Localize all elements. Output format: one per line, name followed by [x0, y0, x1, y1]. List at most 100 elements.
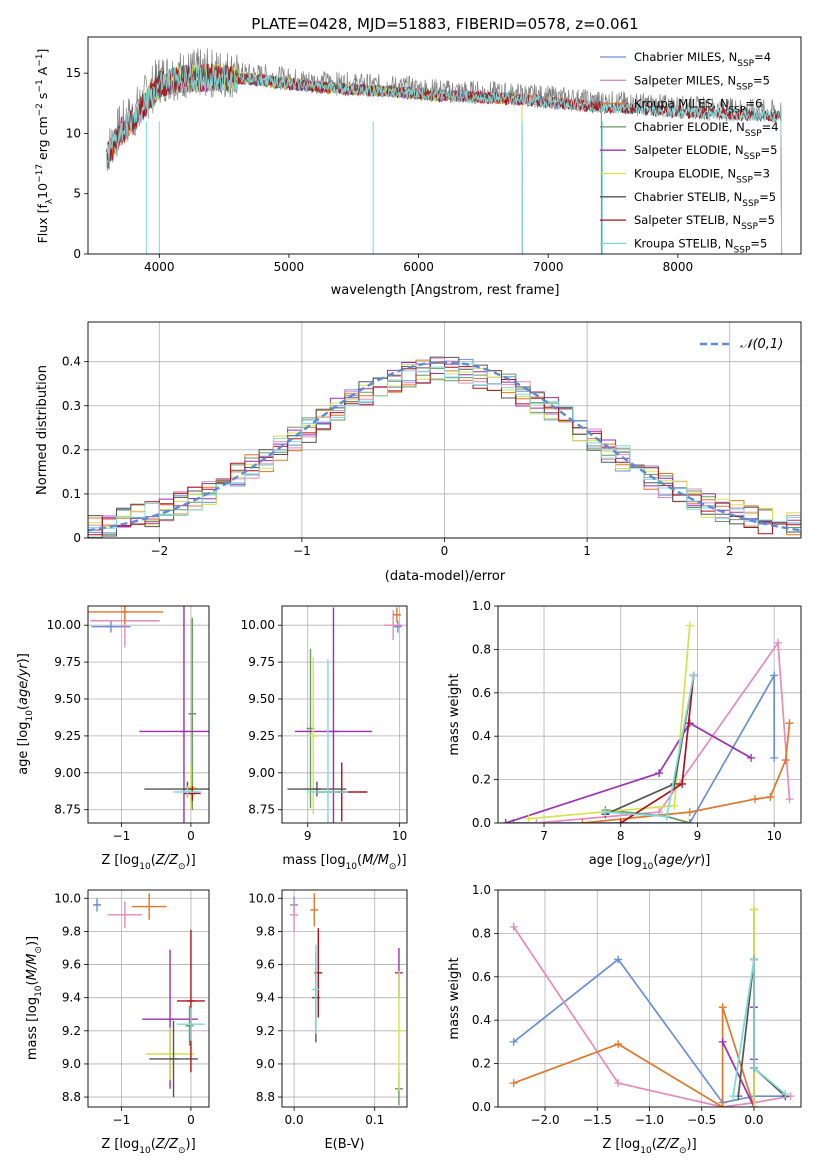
- label-part: Z/Z: [155, 853, 179, 868]
- y-tick-label: 0.6: [472, 970, 491, 984]
- y-tick-label: 9.8: [256, 924, 275, 938]
- weight-line: [513, 672, 776, 823]
- y-tick-label: 0.8: [472, 926, 491, 940]
- y-tick-label: 0.8: [472, 642, 491, 656]
- label-part: )]: [700, 853, 710, 868]
- label-part: Kroupa MILES, N: [634, 97, 729, 111]
- y-tick-label: 0: [73, 247, 81, 261]
- label-part: ]: [35, 49, 50, 54]
- weight-marker: [532, 819, 541, 823]
- y-tick-label: 0.0: [472, 816, 491, 830]
- weight-marker: [749, 1063, 758, 1072]
- y-tick-label: 0.2: [472, 1057, 491, 1071]
- y-tick-label: 9.0: [256, 1057, 275, 1071]
- x-tick-label: −1.5: [583, 1113, 612, 1127]
- label-part: 10: [34, 985, 44, 997]
- label-part: Chabrier STELIB, N: [634, 190, 742, 204]
- weight-marker: [614, 1040, 623, 1049]
- label-part: Kroupa STELIB, N: [634, 236, 734, 250]
- weight-marker: [766, 792, 775, 801]
- x-tick-label: 10: [767, 829, 782, 843]
- label-part: −1: [35, 54, 45, 67]
- label-part: (: [652, 1137, 657, 1152]
- y-tick-label: 0.4: [62, 355, 81, 369]
- label-part: )]: [25, 936, 40, 946]
- x-tick-label: 0.0: [744, 1113, 763, 1127]
- label-part: (: [357, 853, 362, 868]
- y-tick-label: 8.8: [62, 1090, 81, 1104]
- weight-marker: [614, 955, 623, 964]
- x-tick-label: 2: [726, 544, 734, 558]
- weight-marker: [524, 814, 533, 823]
- y-tick-label: 10: [66, 126, 81, 140]
- weight-marker: [747, 753, 756, 762]
- x-tick-label: −1: [113, 829, 131, 843]
- label-part: ⊙: [178, 1146, 186, 1156]
- weight-marker: [781, 1089, 790, 1098]
- panel-mass_vs_Z: −1 08.89.09.29.49.69.810.0Z [log10(Z/Z⊙)]…: [25, 889, 210, 1156]
- x-tick-label: −2: [150, 544, 168, 558]
- label-part: 10: [139, 1146, 151, 1156]
- plot-area-age_vs_mass: [287, 607, 403, 823]
- y-axis-label: mass [log10(M/M⊙)]: [25, 936, 44, 1060]
- y-tick-label: 5: [73, 187, 81, 201]
- label-part: −17: [35, 164, 45, 183]
- label-part: −2: [35, 103, 45, 116]
- label-part: )]: [396, 853, 406, 868]
- x-tick-label: 8000: [663, 260, 694, 274]
- y-tick-label: 10.00: [47, 618, 81, 632]
- label-part: SSP: [745, 129, 762, 139]
- plot-area-spectrum: [105, 48, 783, 254]
- label-part: )]: [16, 653, 31, 663]
- plot-area-mass_vs_EBV: [290, 893, 403, 1106]
- weight-marker: [578, 819, 587, 823]
- y-tick-label: 0.1: [62, 487, 81, 501]
- weight-line: [732, 959, 786, 1097]
- label-part: Z [log: [602, 1137, 640, 1152]
- axes-frame: [281, 605, 408, 824]
- label-part: 10: [640, 1146, 652, 1156]
- y-tick-label: 8.75: [248, 803, 275, 817]
- legend-entry: Chabrier STELIB, NSSP=5: [634, 190, 776, 209]
- x-axis-label: E(B-V): [324, 1137, 364, 1152]
- x-tick-label: 0: [187, 1113, 195, 1127]
- weight-marker: [770, 671, 779, 680]
- x-tick-label: 10: [392, 829, 407, 843]
- label-part: SSP: [741, 222, 758, 232]
- label-part: M/M: [362, 853, 389, 868]
- y-tick-label: 0: [73, 531, 81, 545]
- y-tick-label: 0.0: [472, 1100, 491, 1114]
- x-tick-label: −1: [293, 544, 311, 558]
- y-tick-label: 9.25: [248, 729, 275, 743]
- label-part: mass [log: [282, 853, 345, 868]
- axes-frame: [87, 36, 802, 255]
- weight-line: [536, 640, 791, 823]
- weight-marker: [729, 1092, 738, 1101]
- x-tick-label: −1: [113, 1113, 131, 1127]
- weight-marker: [781, 756, 790, 765]
- label-part: s: [35, 93, 50, 104]
- y-tick-label: 1.0: [472, 599, 491, 613]
- x-tick-label: 7000: [533, 260, 564, 274]
- label-part: Z [log: [101, 1137, 139, 1152]
- y-tick-label: 9.50: [248, 692, 275, 706]
- x-tick-label: 5000: [274, 260, 305, 274]
- weight-marker: [601, 808, 610, 817]
- y-axis-label: mass weight: [447, 957, 462, 1039]
- x-tick-label: 7: [540, 829, 548, 843]
- label-part: =5: [758, 213, 775, 227]
- weight-marker: [749, 955, 758, 964]
- legend-entry: Chabrier ELODIE, NSSP=4: [634, 120, 779, 139]
- weight-line: [620, 675, 695, 823]
- weight-marker: [509, 1079, 518, 1088]
- label-part: Salpeter STELIB, N: [634, 213, 741, 227]
- label-part: SSP: [736, 82, 753, 92]
- label-part: SSP: [744, 152, 761, 162]
- label-part: =5: [759, 190, 776, 204]
- label-part: SSP: [737, 59, 754, 69]
- label-part: Z [log: [101, 853, 139, 868]
- legend-entry: Kroupa MILES, NSSP=6: [634, 97, 762, 116]
- y-tick-label: 9.4: [62, 991, 81, 1005]
